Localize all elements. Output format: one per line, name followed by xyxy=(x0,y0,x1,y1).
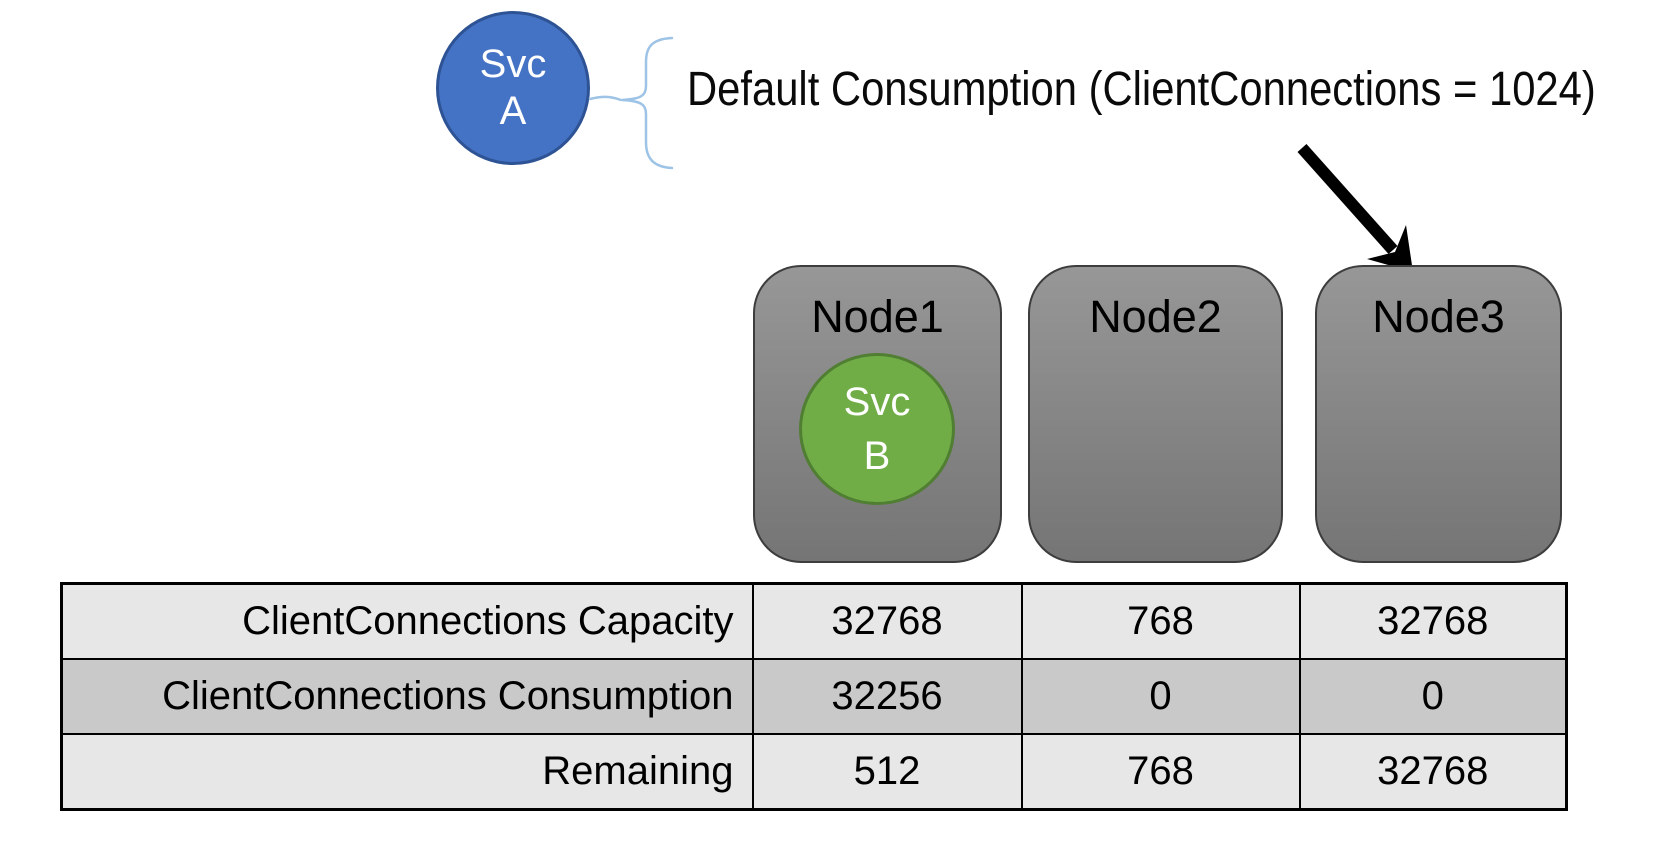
row-label-cell: Remaining xyxy=(60,733,754,811)
node-node1: Node1 Svc B xyxy=(753,265,1002,563)
value-cell: 32768 xyxy=(751,582,1023,660)
table-row: ClientConnections Consumption 32256 0 0 xyxy=(60,658,1568,735)
node3-label: Node3 xyxy=(1372,291,1505,342)
table-row: ClientConnections Capacity 32768 768 327… xyxy=(60,582,1568,660)
node-node2: Node2 xyxy=(1028,265,1283,563)
svc-a-circle: Svc A xyxy=(436,11,590,165)
arrow-shaft xyxy=(1297,144,1398,254)
node2-label: Node2 xyxy=(1089,291,1222,342)
caption-text: Default Consumption (ClientConnections =… xyxy=(687,63,1596,116)
capacity-table: ClientConnections Capacity 32768 768 327… xyxy=(60,582,1568,811)
row-label-cell: ClientConnections Capacity xyxy=(60,582,754,660)
value-cell: 768 xyxy=(1020,733,1301,811)
svc-b-label-line2: B xyxy=(863,434,891,478)
svc-b-label-line1: Svc xyxy=(843,380,911,424)
node-node3: Node3 xyxy=(1315,265,1562,563)
value-cell: 0 xyxy=(1298,658,1568,735)
value-cell: 512 xyxy=(751,733,1023,811)
brace-connector-line xyxy=(588,95,623,102)
svc-b-circle: Svc B xyxy=(799,353,955,505)
svc-a-label-line2: A xyxy=(499,89,527,133)
curly-brace xyxy=(621,36,674,170)
node1-label: Node1 xyxy=(811,291,944,342)
value-cell: 32256 xyxy=(751,658,1023,735)
value-cell: 768 xyxy=(1020,582,1301,660)
svc-a-label-line1: Svc xyxy=(479,41,547,86)
row-label-cell: ClientConnections Consumption xyxy=(60,658,754,735)
value-cell: 32768 xyxy=(1298,733,1568,811)
table-row: Remaining 512 768 32768 xyxy=(60,733,1568,811)
value-cell: 0 xyxy=(1020,658,1301,735)
value-cell: 32768 xyxy=(1298,582,1568,660)
